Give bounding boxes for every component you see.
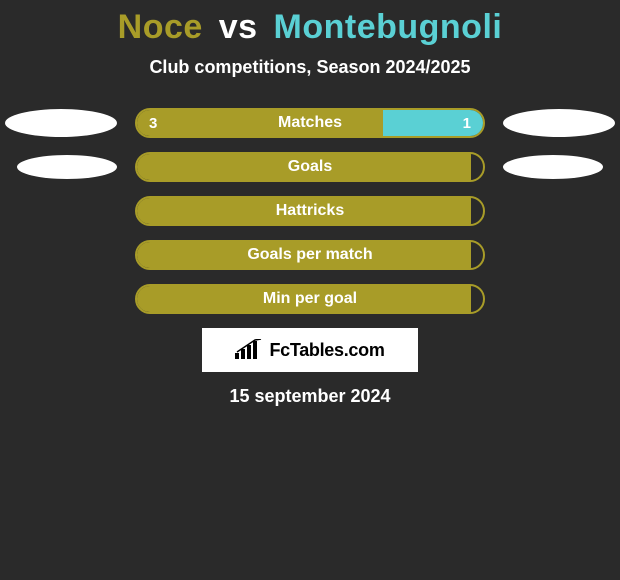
stat-bar-left-fill <box>137 286 471 312</box>
stat-bar: Hattricks <box>135 196 485 226</box>
title-vs: vs <box>219 8 258 46</box>
page-title: Noce vs Montebugnoli <box>0 8 620 47</box>
stat-bar-left-fill <box>137 154 471 180</box>
stat-bar-right-fill <box>471 242 483 268</box>
spacer <box>5 197 117 225</box>
avatar-placeholder-right <box>503 155 603 179</box>
logo-box: FcTables.com <box>202 328 418 372</box>
date-label: 15 september 2024 <box>0 386 620 407</box>
logo-text: FcTables.com <box>269 340 384 361</box>
subtitle: Club competitions, Season 2024/2025 <box>0 57 620 78</box>
avatar-placeholder-left <box>5 109 117 137</box>
bars-section: 31Matches Goals Hattricks Goals per match Mi… <box>0 108 620 314</box>
stat-row: Hattricks <box>0 196 620 226</box>
stat-bar-right-fill <box>471 286 483 312</box>
stat-bar: 31Matches <box>135 108 485 138</box>
stat-row: Goals <box>0 152 620 182</box>
title-player2: Montebugnoli <box>274 8 503 46</box>
stat-bar-right-fill <box>471 154 483 180</box>
stat-bar: Goals per match <box>135 240 485 270</box>
stat-bar-left-fill: 3 <box>137 110 383 136</box>
title-player1: Noce <box>118 8 203 46</box>
spacer <box>503 241 615 269</box>
spacer <box>5 241 117 269</box>
spacer <box>5 285 117 313</box>
comparison-card: Noce vs Montebugnoli Club competitions, … <box>0 0 620 407</box>
stat-row: 31Matches <box>0 108 620 138</box>
stat-bar-left-fill <box>137 242 471 268</box>
spacer <box>503 197 615 225</box>
stat-bar: Goals <box>135 152 485 182</box>
avatar-placeholder-left <box>17 155 117 179</box>
stat-row: Min per goal <box>0 284 620 314</box>
stat-row: Goals per match <box>0 240 620 270</box>
stat-bar-right-fill <box>471 198 483 224</box>
stat-bar: Min per goal <box>135 284 485 314</box>
stat-bar-left-fill <box>137 198 471 224</box>
stat-bar-right-fill: 1 <box>383 110 483 136</box>
bars-chart-icon <box>235 339 263 361</box>
spacer <box>503 285 615 313</box>
avatar-placeholder-right <box>503 109 615 137</box>
